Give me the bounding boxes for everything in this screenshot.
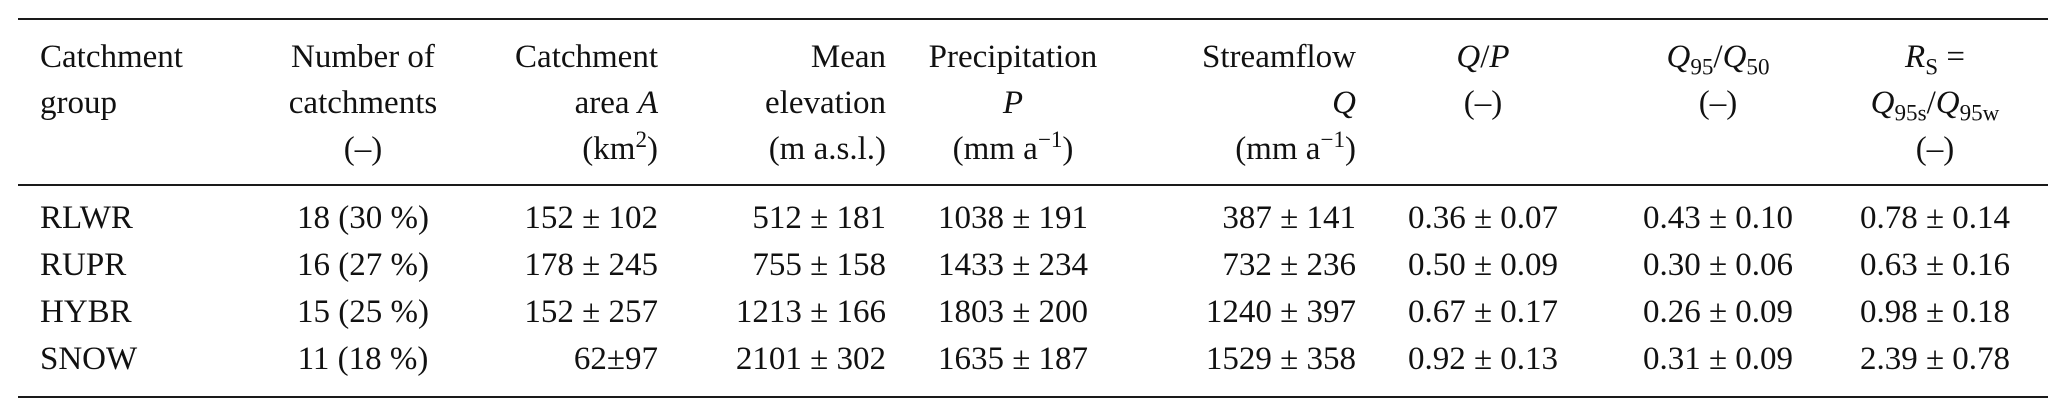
cell-precip: 1038 ± 191 [937,200,1089,236]
bottom-rule [18,396,2048,398]
cell-qp: 0.36 ± 0.07 [1407,200,1559,236]
cell-flow: 387 ± 141 [1222,200,1356,236]
cell-n: 11 (18 %) [297,341,429,377]
cell-precip: 1635 ± 187 [937,341,1089,377]
header-precip-unit: (mm a−1) [952,126,1074,167]
header-flow-unit: (mm a−1) [1235,126,1356,167]
cell-elevation: 2101 ± 302 [735,341,886,377]
top-rule [18,18,2048,20]
cell-flow: 1240 ± 397 [1205,294,1356,330]
cell-elevation: 1213 ± 166 [735,294,886,330]
header-mean-elevation: Mean elevation (m a.s.l.) [765,39,886,167]
cell-flow: 1529 ± 358 [1205,341,1356,377]
cell-n: 15 (25 %) [297,294,429,330]
cell-area: 62±97 [573,341,658,377]
cell-group: RLWR [40,200,133,236]
cell-precip: 1803 ± 200 [937,294,1089,330]
header-catchment-group: Catchment group [40,39,183,121]
cell-flow: 732 ± 236 [1222,247,1356,283]
header-q-over-p: Q/P (–) [1378,34,1588,126]
cell-rs: 0.63 ± 0.16 [1859,247,2011,283]
cell-area: 178 ± 245 [524,247,658,283]
cell-rs: 0.78 ± 0.14 [1859,200,2011,236]
cell-area: 152 ± 257 [524,294,658,330]
header-area-unit-line: (km2) [582,126,658,167]
cell-q95q50: 0.26 ± 0.09 [1642,294,1794,330]
header-precipitation: Precipitation P (mm a−1) [898,34,1128,172]
table-row: RLWR 18 (30 %) 152 ± 102 512 ± 181 1038 … [18,195,2048,241]
header-number-of-catchments: Number of catchments (–) [288,39,438,167]
cell-q95q50: 0.30 ± 0.06 [1642,247,1794,283]
table-row: SNOW 11 (18 %) 62±97 2101 ± 302 1635 ± 1… [18,336,2048,382]
mid-rule [18,184,2048,186]
cell-area: 152 ± 102 [524,200,658,236]
cell-group: RUPR [40,247,127,283]
header-qp-formula: Q/P [1456,39,1510,75]
table-row: RUPR 16 (27 %) 178 ± 245 755 ± 158 1433 … [18,242,2048,288]
cell-q95q50: 0.43 ± 0.10 [1642,200,1794,236]
cell-elevation: 512 ± 181 [752,200,886,236]
table-row: HYBR 15 (25 %) 152 ± 257 1213 ± 166 1803… [18,289,2048,335]
cell-qp: 0.50 ± 0.09 [1407,247,1559,283]
cell-group: HYBR [40,294,132,330]
cell-group: SNOW [40,341,138,377]
header-catchment-area: Catchment area A (km2) [458,34,658,172]
header-streamflow: Streamflow Q (mm a−1) [1138,34,1356,172]
header-rs-formula: RS = [1905,39,1965,80]
cell-n: 18 (30 %) [297,200,429,236]
cell-qp: 0.67 ± 0.17 [1407,294,1559,330]
cell-rs: 0.98 ± 0.18 [1859,294,2011,330]
header-flow-symbol: Q [1332,85,1356,121]
cell-rs: 2.39 ± 0.78 [1859,341,2011,377]
header-precip-symbol: P [1002,85,1024,121]
cell-precip: 1433 ± 234 [937,247,1089,283]
cell-q95q50: 0.31 ± 0.09 [1642,341,1794,377]
cell-elevation: 755 ± 158 [752,247,886,283]
header-rs-ratio: Q95s/Q95w [1870,85,2000,126]
cell-qp: 0.92 ± 0.13 [1407,341,1559,377]
header-area-symbol-line: area A [574,85,658,121]
header-rs: RS = Q95s/Q95w (–) [1830,34,2040,172]
header-q95q50-formula: Q95/Q50 [1666,39,1770,80]
header-q95-over-q50: Q95/Q50 (–) [1608,34,1828,126]
cell-n: 16 (27 %) [297,247,429,283]
